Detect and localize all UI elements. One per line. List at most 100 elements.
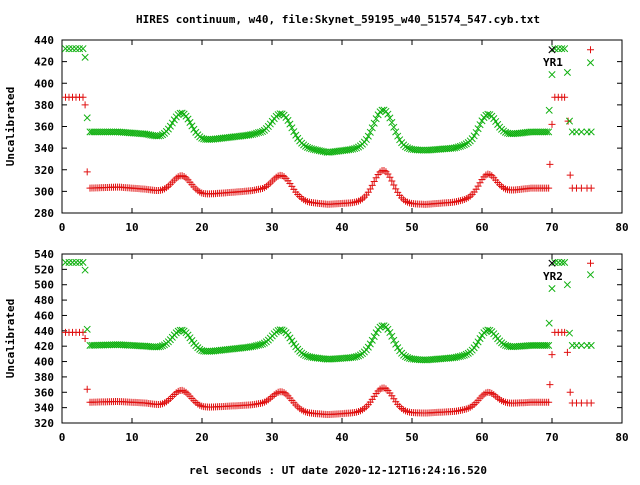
- data-point-cross: [353, 144, 361, 152]
- data-point-cross: [304, 143, 312, 151]
- data-point-plus: [545, 398, 553, 406]
- data-point-cross: [276, 110, 284, 118]
- data-point-cross: [302, 351, 310, 360]
- data-point-cross: [545, 319, 553, 327]
- data-point-cross: [545, 106, 553, 114]
- data-point-cross: [155, 132, 163, 140]
- data-point-cross: [157, 342, 165, 350]
- data-point-cross: [386, 114, 394, 122]
- data-point-cross: [68, 258, 77, 267]
- y-tick-label: 420: [34, 56, 54, 69]
- data-point-cross: [278, 326, 286, 334]
- data-point-cross: [286, 334, 294, 342]
- y-tick-label: 540: [34, 248, 54, 261]
- data-point-cross: [484, 110, 492, 118]
- x-tick-label: 80: [615, 221, 628, 234]
- y-tick-label: 360: [34, 386, 54, 399]
- x-tick-label: 0: [59, 431, 66, 444]
- data-point-cross: [75, 45, 84, 53]
- data-point-plus: [548, 120, 556, 128]
- data-point-cross: [392, 128, 400, 136]
- data-point-cross: [372, 329, 380, 337]
- data-point-cross: [403, 144, 412, 152]
- data-point-plus: [545, 184, 553, 192]
- data-point-cross: [470, 132, 478, 140]
- data-point-cross: [472, 128, 480, 137]
- data-point-cross: [565, 117, 574, 125]
- data-point-plus: [564, 117, 572, 125]
- data-point-cross: [554, 258, 562, 267]
- data-point-cross: [83, 325, 91, 333]
- data-point-cross: [402, 353, 410, 361]
- data-point-cross: [256, 341, 265, 349]
- y-tick-label: 480: [34, 294, 54, 307]
- data-point-cross: [354, 352, 363, 360]
- data-point-cross: [474, 125, 482, 133]
- data-point-cross: [351, 145, 359, 153]
- y-tick-label: 440: [34, 325, 54, 338]
- data-point-cross: [548, 71, 556, 79]
- data-point-cross: [384, 110, 392, 118]
- data-point-cross: [166, 122, 174, 130]
- data-point-cross: [565, 329, 574, 337]
- data-point-cross: [65, 45, 73, 53]
- data-point-cross: [75, 258, 84, 267]
- data-point-plus: [587, 184, 595, 192]
- data-point-plus: [563, 348, 571, 356]
- data-point-cross: [378, 106, 386, 114]
- data-point-cross: [83, 114, 91, 122]
- data-point-cross: [501, 341, 510, 349]
- data-point-cross: [353, 353, 361, 361]
- data-point-cross: [255, 129, 263, 137]
- x-tick-label: 40: [335, 221, 348, 234]
- data-point-cross: [543, 341, 551, 349]
- data-point-cross: [288, 124, 296, 132]
- data-point-cross: [79, 45, 87, 53]
- data-point-cross: [370, 332, 378, 341]
- x-tick-label: 50: [405, 431, 418, 444]
- data-point-cross: [370, 119, 378, 127]
- data-point-cross: [276, 326, 284, 334]
- y-tick-label: 320: [34, 417, 54, 430]
- data-point-cross: [577, 128, 585, 136]
- data-point-cross: [388, 332, 396, 340]
- y-tick-label: 500: [34, 279, 54, 292]
- data-point-cross: [586, 271, 595, 279]
- data-point-plus: [546, 381, 554, 389]
- data-point-cross: [554, 45, 562, 53]
- data-point-cross: [558, 258, 566, 267]
- data-point-cross: [65, 258, 73, 267]
- y-tick-label: 520: [34, 263, 54, 276]
- y-tick-label: 340: [34, 142, 54, 155]
- data-point-cross: [478, 117, 486, 125]
- x-tick-label: 20: [195, 431, 208, 444]
- data-point-plus: [79, 328, 87, 336]
- data-point-cross: [186, 118, 194, 126]
- y-tick-label: 440: [34, 34, 54, 47]
- data-point-cross: [545, 128, 553, 136]
- x-axis-label: rel seconds : UT date 2020-12-12T16:24:1…: [189, 464, 487, 477]
- data-point-cross: [460, 141, 468, 149]
- panel-bottom: 0 10 20 30 40 50 60 70 80 320 340 360 380 400 420 440 46…: [4, 248, 629, 444]
- data-point-cross: [587, 341, 595, 349]
- data-point-cross: [284, 116, 292, 125]
- data-point-cross: [362, 135, 370, 144]
- data-point-cross: [184, 115, 192, 123]
- data-point-cross: [384, 325, 392, 333]
- data-point-cross: [351, 353, 359, 361]
- data-point-cross: [292, 131, 300, 139]
- data-point-plus: [390, 181, 398, 189]
- data-point-cross: [561, 45, 569, 53]
- data-point-cross: [476, 121, 484, 129]
- panel-top: 0 10 20 30 40 50 60 70 80 280 300 320 340 360 380 400 42…: [4, 34, 629, 234]
- x-tick-label: 0: [59, 221, 66, 234]
- data-point-cross: [548, 46, 556, 54]
- y-tick-label: 380: [34, 371, 54, 384]
- data-point-cross: [81, 266, 89, 274]
- data-point-cross: [587, 128, 595, 136]
- data-point-plus: [587, 399, 595, 407]
- x-tick-label: 50: [405, 221, 418, 234]
- data-point-cross: [372, 115, 380, 123]
- data-point-cross: [68, 45, 77, 53]
- data-point-cross: [258, 340, 267, 348]
